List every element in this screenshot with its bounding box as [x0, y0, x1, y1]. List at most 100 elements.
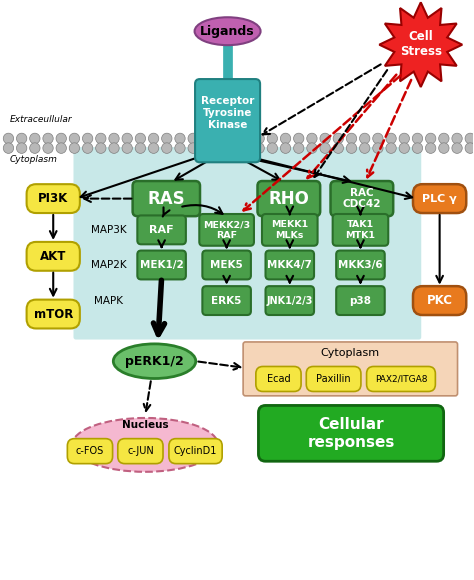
FancyBboxPatch shape — [27, 242, 80, 271]
Text: PLC γ: PLC γ — [422, 194, 457, 204]
Circle shape — [96, 133, 106, 144]
Circle shape — [307, 133, 317, 144]
Circle shape — [148, 143, 159, 153]
FancyBboxPatch shape — [256, 367, 301, 392]
Text: MAPK: MAPK — [94, 296, 123, 306]
Circle shape — [267, 133, 277, 144]
Text: MAP3K: MAP3K — [91, 225, 127, 235]
Text: Paxillin: Paxillin — [316, 374, 351, 384]
Text: AKT: AKT — [40, 250, 66, 263]
Circle shape — [399, 133, 410, 144]
Circle shape — [293, 143, 304, 153]
Circle shape — [426, 133, 436, 144]
Circle shape — [267, 143, 277, 153]
Circle shape — [438, 143, 449, 153]
Circle shape — [17, 133, 27, 144]
FancyBboxPatch shape — [199, 214, 254, 246]
FancyBboxPatch shape — [133, 181, 200, 216]
Polygon shape — [379, 2, 462, 87]
FancyBboxPatch shape — [306, 367, 361, 392]
Circle shape — [228, 133, 238, 144]
Circle shape — [43, 133, 53, 144]
Circle shape — [135, 133, 146, 144]
Circle shape — [122, 143, 132, 153]
FancyBboxPatch shape — [258, 405, 444, 461]
FancyBboxPatch shape — [243, 342, 457, 396]
Circle shape — [412, 133, 423, 144]
Ellipse shape — [113, 344, 196, 379]
Circle shape — [69, 133, 80, 144]
Text: c-FOS: c-FOS — [76, 446, 104, 456]
Ellipse shape — [72, 418, 218, 472]
Text: Cytoplasm: Cytoplasm — [10, 155, 58, 164]
Text: Extraceullular: Extraceullular — [10, 115, 73, 124]
Text: Cytoplasm: Cytoplasm — [320, 349, 380, 358]
Circle shape — [148, 133, 159, 144]
Circle shape — [241, 143, 251, 153]
Circle shape — [109, 133, 119, 144]
Circle shape — [359, 143, 370, 153]
Circle shape — [3, 133, 14, 144]
Circle shape — [162, 133, 172, 144]
Circle shape — [56, 133, 66, 144]
Circle shape — [109, 143, 119, 153]
Text: MAP2K: MAP2K — [91, 260, 127, 270]
Text: MKK4/7: MKK4/7 — [267, 260, 312, 270]
Circle shape — [82, 133, 93, 144]
Circle shape — [452, 143, 462, 153]
Circle shape — [399, 143, 410, 153]
Text: Cell
Stress: Cell Stress — [400, 30, 442, 58]
Text: RAC
CDC42: RAC CDC42 — [343, 188, 381, 209]
Circle shape — [280, 133, 291, 144]
Text: MEK5: MEK5 — [210, 260, 243, 270]
Circle shape — [30, 133, 40, 144]
FancyBboxPatch shape — [195, 79, 260, 162]
Text: Ligands: Ligands — [200, 25, 255, 38]
Circle shape — [17, 143, 27, 153]
Circle shape — [426, 143, 436, 153]
Text: ERK5: ERK5 — [211, 296, 242, 306]
Circle shape — [201, 133, 211, 144]
Circle shape — [386, 143, 396, 153]
Circle shape — [373, 143, 383, 153]
Text: JNK1/2/3: JNK1/2/3 — [266, 296, 313, 306]
Circle shape — [69, 143, 80, 153]
FancyBboxPatch shape — [413, 184, 466, 213]
FancyBboxPatch shape — [73, 147, 421, 339]
Text: c-JUN: c-JUN — [127, 446, 154, 456]
Text: Ecad: Ecad — [267, 374, 290, 384]
Circle shape — [254, 143, 264, 153]
FancyBboxPatch shape — [27, 184, 80, 213]
Text: pERK1/2: pERK1/2 — [125, 355, 184, 368]
Circle shape — [188, 143, 198, 153]
Circle shape — [82, 143, 93, 153]
Circle shape — [452, 133, 462, 144]
FancyBboxPatch shape — [202, 251, 251, 280]
Circle shape — [30, 143, 40, 153]
Text: Receptor
Tyrosine
Kinase: Receptor Tyrosine Kinase — [201, 96, 254, 129]
FancyBboxPatch shape — [336, 286, 385, 315]
FancyBboxPatch shape — [265, 286, 314, 315]
Circle shape — [214, 133, 225, 144]
Circle shape — [96, 143, 106, 153]
FancyBboxPatch shape — [137, 251, 186, 280]
Circle shape — [333, 143, 344, 153]
Text: Nucleus: Nucleus — [122, 420, 168, 430]
Circle shape — [386, 133, 396, 144]
Text: MEK1/2: MEK1/2 — [140, 260, 183, 270]
Text: p38: p38 — [349, 296, 372, 306]
FancyBboxPatch shape — [137, 215, 186, 244]
Circle shape — [320, 133, 330, 144]
Circle shape — [188, 133, 198, 144]
Circle shape — [254, 133, 264, 144]
Circle shape — [214, 143, 225, 153]
Circle shape — [175, 133, 185, 144]
FancyBboxPatch shape — [118, 438, 163, 463]
Circle shape — [241, 133, 251, 144]
Text: MEKK1
MLKs: MEKK1 MLKs — [271, 220, 309, 240]
FancyBboxPatch shape — [333, 214, 388, 246]
FancyBboxPatch shape — [413, 286, 466, 315]
Text: Cellular
responses: Cellular responses — [307, 417, 395, 450]
Circle shape — [333, 133, 344, 144]
Circle shape — [373, 133, 383, 144]
